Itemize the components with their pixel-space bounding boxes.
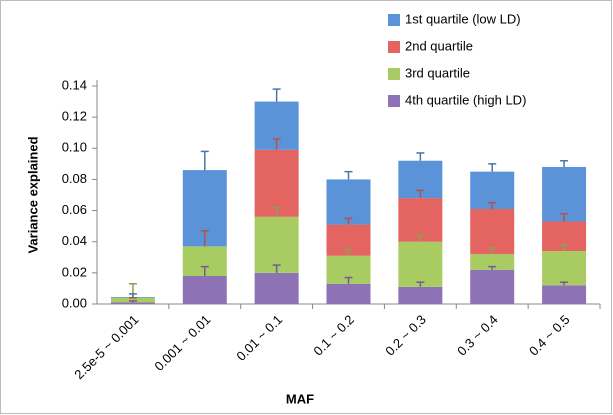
legend-label: 4th quartile (high LD) [405, 92, 526, 107]
bar-segment [110, 297, 155, 303]
error-bar [128, 300, 137, 303]
legend-swatch [388, 41, 400, 53]
error-bar [560, 212, 569, 222]
error-bar [272, 206, 281, 217]
bar-segment [470, 269, 515, 304]
error-bar [344, 248, 353, 256]
error-bar [488, 202, 497, 210]
y-axis-title: Variance explained [25, 136, 40, 253]
error-bar [488, 247, 497, 255]
error-bar [272, 138, 281, 150]
error-bar [200, 150, 209, 171]
error-bar [200, 265, 209, 276]
error-bar [416, 281, 425, 287]
legend-swatch [388, 14, 400, 26]
bar-segment [254, 272, 299, 304]
bar-segment [398, 198, 443, 242]
bar-segment [254, 216, 299, 273]
error-bar [560, 159, 569, 167]
error-bar [416, 152, 425, 161]
error-bar [488, 265, 497, 270]
bar-segment [542, 251, 587, 286]
legend-label: 3rd quartile [405, 65, 470, 80]
bar-segment [398, 286, 443, 304]
x-axis-title: MAF [286, 391, 314, 406]
bar-segment [542, 166, 587, 222]
bar-segment [326, 179, 371, 225]
error-bar [272, 88, 281, 102]
y-tick-label: 0.08 [62, 171, 87, 186]
error-bar [416, 189, 425, 199]
y-tick-label: 0.06 [62, 202, 87, 217]
bar-segment [470, 209, 515, 255]
error-bar [200, 230, 209, 247]
legend-swatch [388, 68, 400, 80]
y-tick-label: 0.12 [62, 109, 87, 124]
y-tick-label: 0.14 [62, 77, 87, 92]
error-bar [416, 234, 425, 242]
legend-label: 1st quartile (low LD) [405, 11, 521, 26]
bar-segment [182, 275, 227, 304]
y-tick-label: 0.04 [62, 233, 87, 248]
bar-segment [398, 241, 443, 287]
bar-segment [326, 283, 371, 304]
error-bar [128, 293, 137, 297]
bar-segment [470, 254, 515, 270]
error-bar [344, 170, 353, 180]
legend-swatch [388, 95, 400, 107]
bar-segment [542, 285, 587, 304]
error-bar [488, 163, 497, 172]
error-bar [560, 281, 569, 286]
y-tick-label: 0.02 [62, 264, 87, 279]
error-bar [560, 244, 569, 252]
y-tick-label: 0.00 [62, 295, 87, 310]
error-bar [344, 276, 353, 284]
y-tick-label: 0.10 [62, 140, 87, 155]
error-bar [344, 217, 353, 225]
error-bar [272, 264, 281, 273]
bar-segment [110, 302, 155, 304]
legend-label: 2nd quartile [405, 38, 473, 53]
bar-segment [254, 149, 299, 217]
